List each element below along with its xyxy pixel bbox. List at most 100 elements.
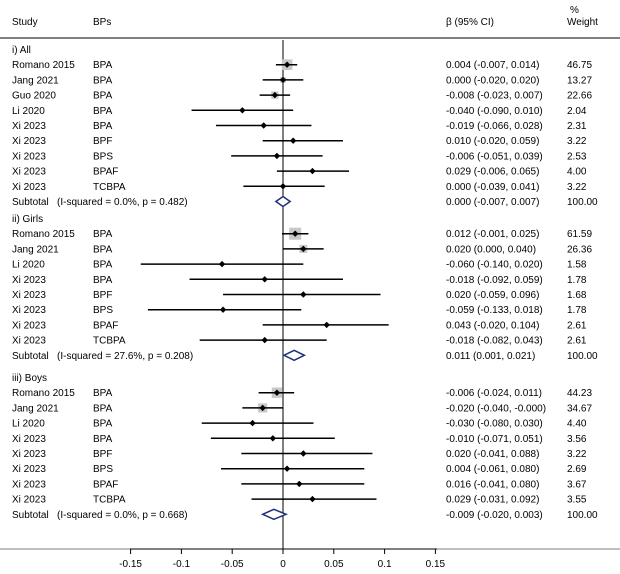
ci-text: -0.019 (-0.066, 0.028) bbox=[446, 121, 543, 132]
bp-label: BPA bbox=[93, 106, 113, 117]
weight-text: 3.22 bbox=[567, 136, 587, 147]
subtotal-diamond bbox=[260, 508, 289, 521]
header-bps: BPs bbox=[93, 17, 111, 28]
ci-text: 0.012 (-0.001, 0.025) bbox=[446, 229, 539, 240]
study-label: Xi 2023 bbox=[12, 290, 46, 301]
weight-text: 1.68 bbox=[567, 290, 587, 301]
subtotal-weight: 100.00 bbox=[567, 510, 598, 521]
ci-text: 0.000 (-0.039, 0.041) bbox=[446, 182, 539, 193]
bp-label: BPA bbox=[93, 403, 113, 414]
bp-label: BPAF bbox=[93, 320, 118, 331]
bp-label: BPF bbox=[93, 136, 112, 147]
study-label: Li 2020 bbox=[12, 419, 45, 430]
study-label: Xi 2023 bbox=[12, 136, 46, 147]
subtotal-weight: 100.00 bbox=[567, 351, 598, 362]
bp-label: BPA bbox=[93, 91, 113, 102]
study-label: Xi 2023 bbox=[12, 464, 46, 475]
study-label: Romano 2015 bbox=[12, 388, 75, 399]
weight-text: 2.61 bbox=[567, 336, 587, 347]
weight-text: 2.69 bbox=[567, 464, 587, 475]
weight-text: 2.04 bbox=[567, 106, 587, 117]
weight-text: 13.27 bbox=[567, 75, 592, 86]
header-study: Study bbox=[12, 17, 38, 28]
point-estimate bbox=[279, 183, 287, 190]
bp-label: TCBPA bbox=[93, 495, 126, 506]
group-title: ii) Girls bbox=[12, 214, 43, 225]
study-label: Li 2020 bbox=[12, 260, 45, 271]
point-estimate bbox=[249, 419, 256, 427]
weight-text: 46.75 bbox=[567, 60, 592, 71]
ci-text: -0.018 (-0.092, 0.059) bbox=[446, 275, 543, 286]
subtotal-weight: 100.00 bbox=[567, 197, 598, 208]
header-weight: Weight bbox=[567, 17, 598, 28]
bp-label: BPAF bbox=[93, 167, 118, 178]
ci-text: 0.010 (-0.020, 0.059) bbox=[446, 136, 539, 147]
point-estimate bbox=[218, 260, 226, 268]
ci-text: -0.060 (-0.140, 0.020) bbox=[446, 260, 543, 271]
subtotal-label: Subtotal bbox=[12, 510, 49, 521]
weight-text: 1.78 bbox=[567, 305, 587, 316]
study-label: Romano 2015 bbox=[12, 229, 75, 240]
study-label: Xi 2023 bbox=[12, 449, 46, 460]
ci-text: 0.004 (-0.007, 0.014) bbox=[446, 60, 539, 71]
point-estimate bbox=[273, 152, 281, 160]
weight-text: 2.53 bbox=[567, 151, 587, 162]
study-label: Xi 2023 bbox=[12, 305, 46, 316]
x-tick-label: 0 bbox=[280, 559, 286, 570]
subtotal-label: Subtotal bbox=[12, 197, 49, 208]
subtotal-diamond bbox=[274, 195, 292, 208]
x-axis: -0.15 -0.1 -0.05 0 0.05 0.1 0.15 bbox=[119, 549, 446, 570]
point-estimate bbox=[300, 291, 307, 298]
bp-label: BPA bbox=[93, 244, 113, 255]
point-estimate bbox=[289, 137, 297, 144]
study-label: Xi 2023 bbox=[12, 495, 46, 506]
header-beta: β (95% CI) bbox=[446, 17, 494, 28]
bp-label: BPF bbox=[93, 290, 112, 301]
study-label: Jang 2021 bbox=[12, 75, 59, 86]
bp-label: BPA bbox=[93, 229, 113, 240]
ci-text: 0.020 (-0.059, 0.096) bbox=[446, 290, 539, 301]
weight-text: 2.61 bbox=[567, 320, 587, 331]
study-label: Jang 2021 bbox=[12, 403, 59, 414]
weight-text: 3.22 bbox=[567, 182, 587, 193]
ci-text: 0.016 (-0.041, 0.080) bbox=[446, 479, 539, 490]
point-estimate bbox=[269, 435, 277, 442]
point-estimate bbox=[261, 336, 268, 344]
weight-text: 3.67 bbox=[567, 479, 587, 490]
x-tick-label: -0.1 bbox=[173, 559, 191, 570]
study-label: Xi 2023 bbox=[12, 167, 46, 178]
point-estimate bbox=[300, 245, 307, 253]
weight-text: 26.36 bbox=[567, 244, 592, 255]
weight-text: 3.22 bbox=[567, 449, 587, 460]
study-label: Xi 2023 bbox=[12, 320, 46, 331]
study-label: Xi 2023 bbox=[12, 121, 46, 132]
point-estimate bbox=[271, 91, 279, 99]
weight-text: 1.58 bbox=[567, 260, 587, 271]
ci-text: -0.040 (-0.090, 0.010) bbox=[446, 106, 543, 117]
bp-label: BPA bbox=[93, 419, 113, 430]
point-estimate bbox=[283, 61, 291, 68]
ci-text: 0.020 (0.000, 0.040) bbox=[446, 244, 536, 255]
weight-text: 3.56 bbox=[567, 434, 587, 445]
ci-text: -0.006 (-0.024, 0.011) bbox=[446, 388, 542, 399]
x-tick-label: 0.05 bbox=[324, 559, 344, 570]
bp-label: BPS bbox=[93, 464, 113, 475]
ci-text: 0.029 (-0.006, 0.065) bbox=[446, 167, 539, 178]
x-tick-label: 0.15 bbox=[426, 559, 446, 570]
study-label: Xi 2023 bbox=[12, 182, 46, 193]
ci-text: 0.029 (-0.031, 0.092) bbox=[446, 495, 539, 506]
point-estimate bbox=[219, 306, 227, 313]
ci-text: -0.008 (-0.023, 0.007) bbox=[446, 91, 543, 102]
point-estimate bbox=[283, 465, 291, 472]
point-estimate bbox=[273, 389, 281, 396]
bp-label: BPF bbox=[93, 449, 112, 460]
point-estimate bbox=[261, 276, 268, 283]
point-estimate bbox=[260, 122, 267, 129]
bp-label: TCBPA bbox=[93, 336, 126, 347]
bp-label: BPA bbox=[93, 60, 113, 71]
subtotal-ci-text: 0.000 (-0.007, 0.007) bbox=[446, 197, 539, 208]
ci-text: -0.006 (-0.051, 0.039) bbox=[446, 151, 543, 162]
point-estimate bbox=[259, 404, 266, 412]
